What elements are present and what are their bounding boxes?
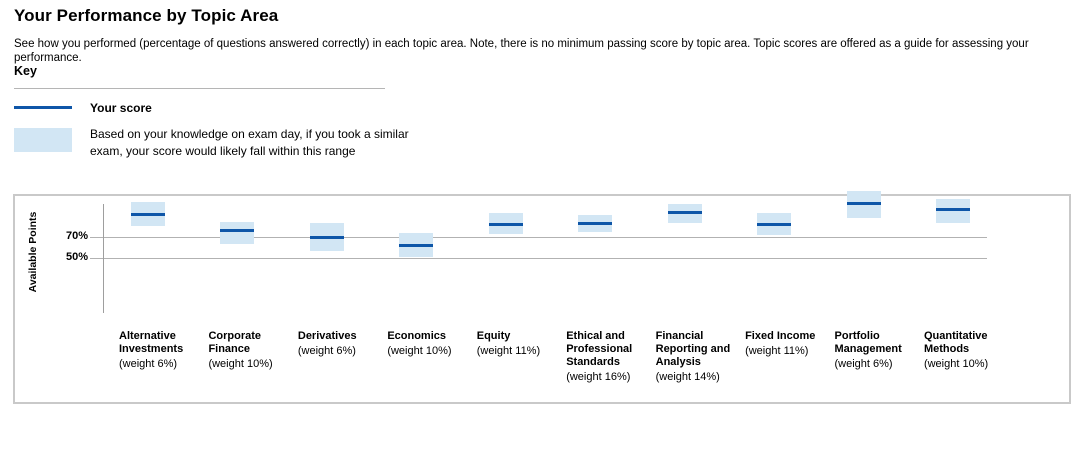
key-score-label: Your score bbox=[90, 101, 152, 115]
topic-label: Quantitative Methods (weight 10%) bbox=[924, 330, 1006, 371]
topic-label: Equity (weight 11%) bbox=[477, 330, 559, 358]
score-line bbox=[757, 222, 792, 226]
gridline bbox=[90, 258, 987, 259]
topic-weight: (weight 6%) bbox=[119, 358, 178, 370]
topic-name: Derivatives bbox=[297, 330, 357, 342]
topic-label: Alternative Investments (weight 6%) bbox=[119, 330, 201, 371]
topic-label: Portfolio Management (weight 6%) bbox=[835, 330, 917, 371]
topic-label: Corporate Finance (weight 10%) bbox=[208, 330, 290, 371]
score-line-swatch bbox=[14, 106, 72, 109]
topic-label: Ethical and Professional Standards (weigh… bbox=[566, 330, 648, 384]
topic-weight: (weight 14%) bbox=[655, 371, 720, 383]
topic-label: Derivatives (weight 6%) bbox=[298, 330, 380, 358]
topic-weight: (weight 10%) bbox=[387, 345, 452, 357]
page-description: See how you performed (percentage of que… bbox=[14, 38, 1029, 64]
topic-name: Fixed Income bbox=[745, 330, 816, 342]
score-line bbox=[935, 208, 970, 212]
topic-name: Financial Reporting and Analysis bbox=[655, 330, 731, 368]
topic-name: Corporate Finance bbox=[208, 330, 261, 355]
topic-chart: Available Points 70% 50% Alternative Inves… bbox=[13, 190, 1071, 404]
range-box-swatch bbox=[14, 128, 72, 152]
score-line bbox=[220, 229, 255, 233]
topic-weight: (weight 10%) bbox=[923, 358, 989, 370]
topic-name: Quantitative Methods bbox=[923, 330, 988, 355]
topic-label: Financial Reporting and Analysis (weight … bbox=[656, 330, 738, 384]
topic-name: Portfolio Management bbox=[834, 330, 902, 355]
topic-weight: (weight 11%) bbox=[476, 345, 541, 357]
score-line bbox=[399, 243, 434, 247]
gridline bbox=[90, 237, 987, 238]
page-title: Your Performance by Topic Area bbox=[14, 6, 279, 25]
y-axis-line bbox=[103, 204, 104, 313]
topic-label: Fixed Income (weight 11%) bbox=[745, 330, 827, 358]
topic-name: Equity bbox=[476, 330, 511, 342]
y-axis-title: Available Points bbox=[27, 211, 39, 293]
topic-weight: (weight 10%) bbox=[208, 358, 273, 370]
topic-weight: (weight 16%) bbox=[566, 371, 631, 383]
y-tick-label: 50% bbox=[65, 251, 88, 263]
topic-name: Ethical and Professional Standards bbox=[566, 330, 633, 368]
topic-name: Alternative Investments bbox=[119, 330, 184, 355]
score-line bbox=[131, 213, 165, 217]
score-line bbox=[846, 201, 881, 205]
y-tick-label: 70% bbox=[65, 230, 88, 242]
topic-weight: (weight 6%) bbox=[834, 358, 893, 370]
topic-label: Economics (weight 10%) bbox=[387, 330, 469, 358]
topic-weight: (weight 6%) bbox=[297, 345, 356, 357]
score-line bbox=[309, 235, 344, 239]
range-box bbox=[935, 199, 970, 224]
key-range-label: Based on your knowledge on exam day, if … bbox=[90, 127, 409, 158]
score-line bbox=[578, 221, 613, 225]
key-heading: Key bbox=[14, 64, 37, 78]
topic-weight: (weight 11%) bbox=[745, 345, 809, 357]
key-divider bbox=[14, 88, 385, 89]
topic-name: Economics bbox=[387, 330, 446, 342]
range-box bbox=[220, 222, 255, 245]
score-line bbox=[667, 211, 702, 215]
score-line bbox=[488, 222, 523, 226]
